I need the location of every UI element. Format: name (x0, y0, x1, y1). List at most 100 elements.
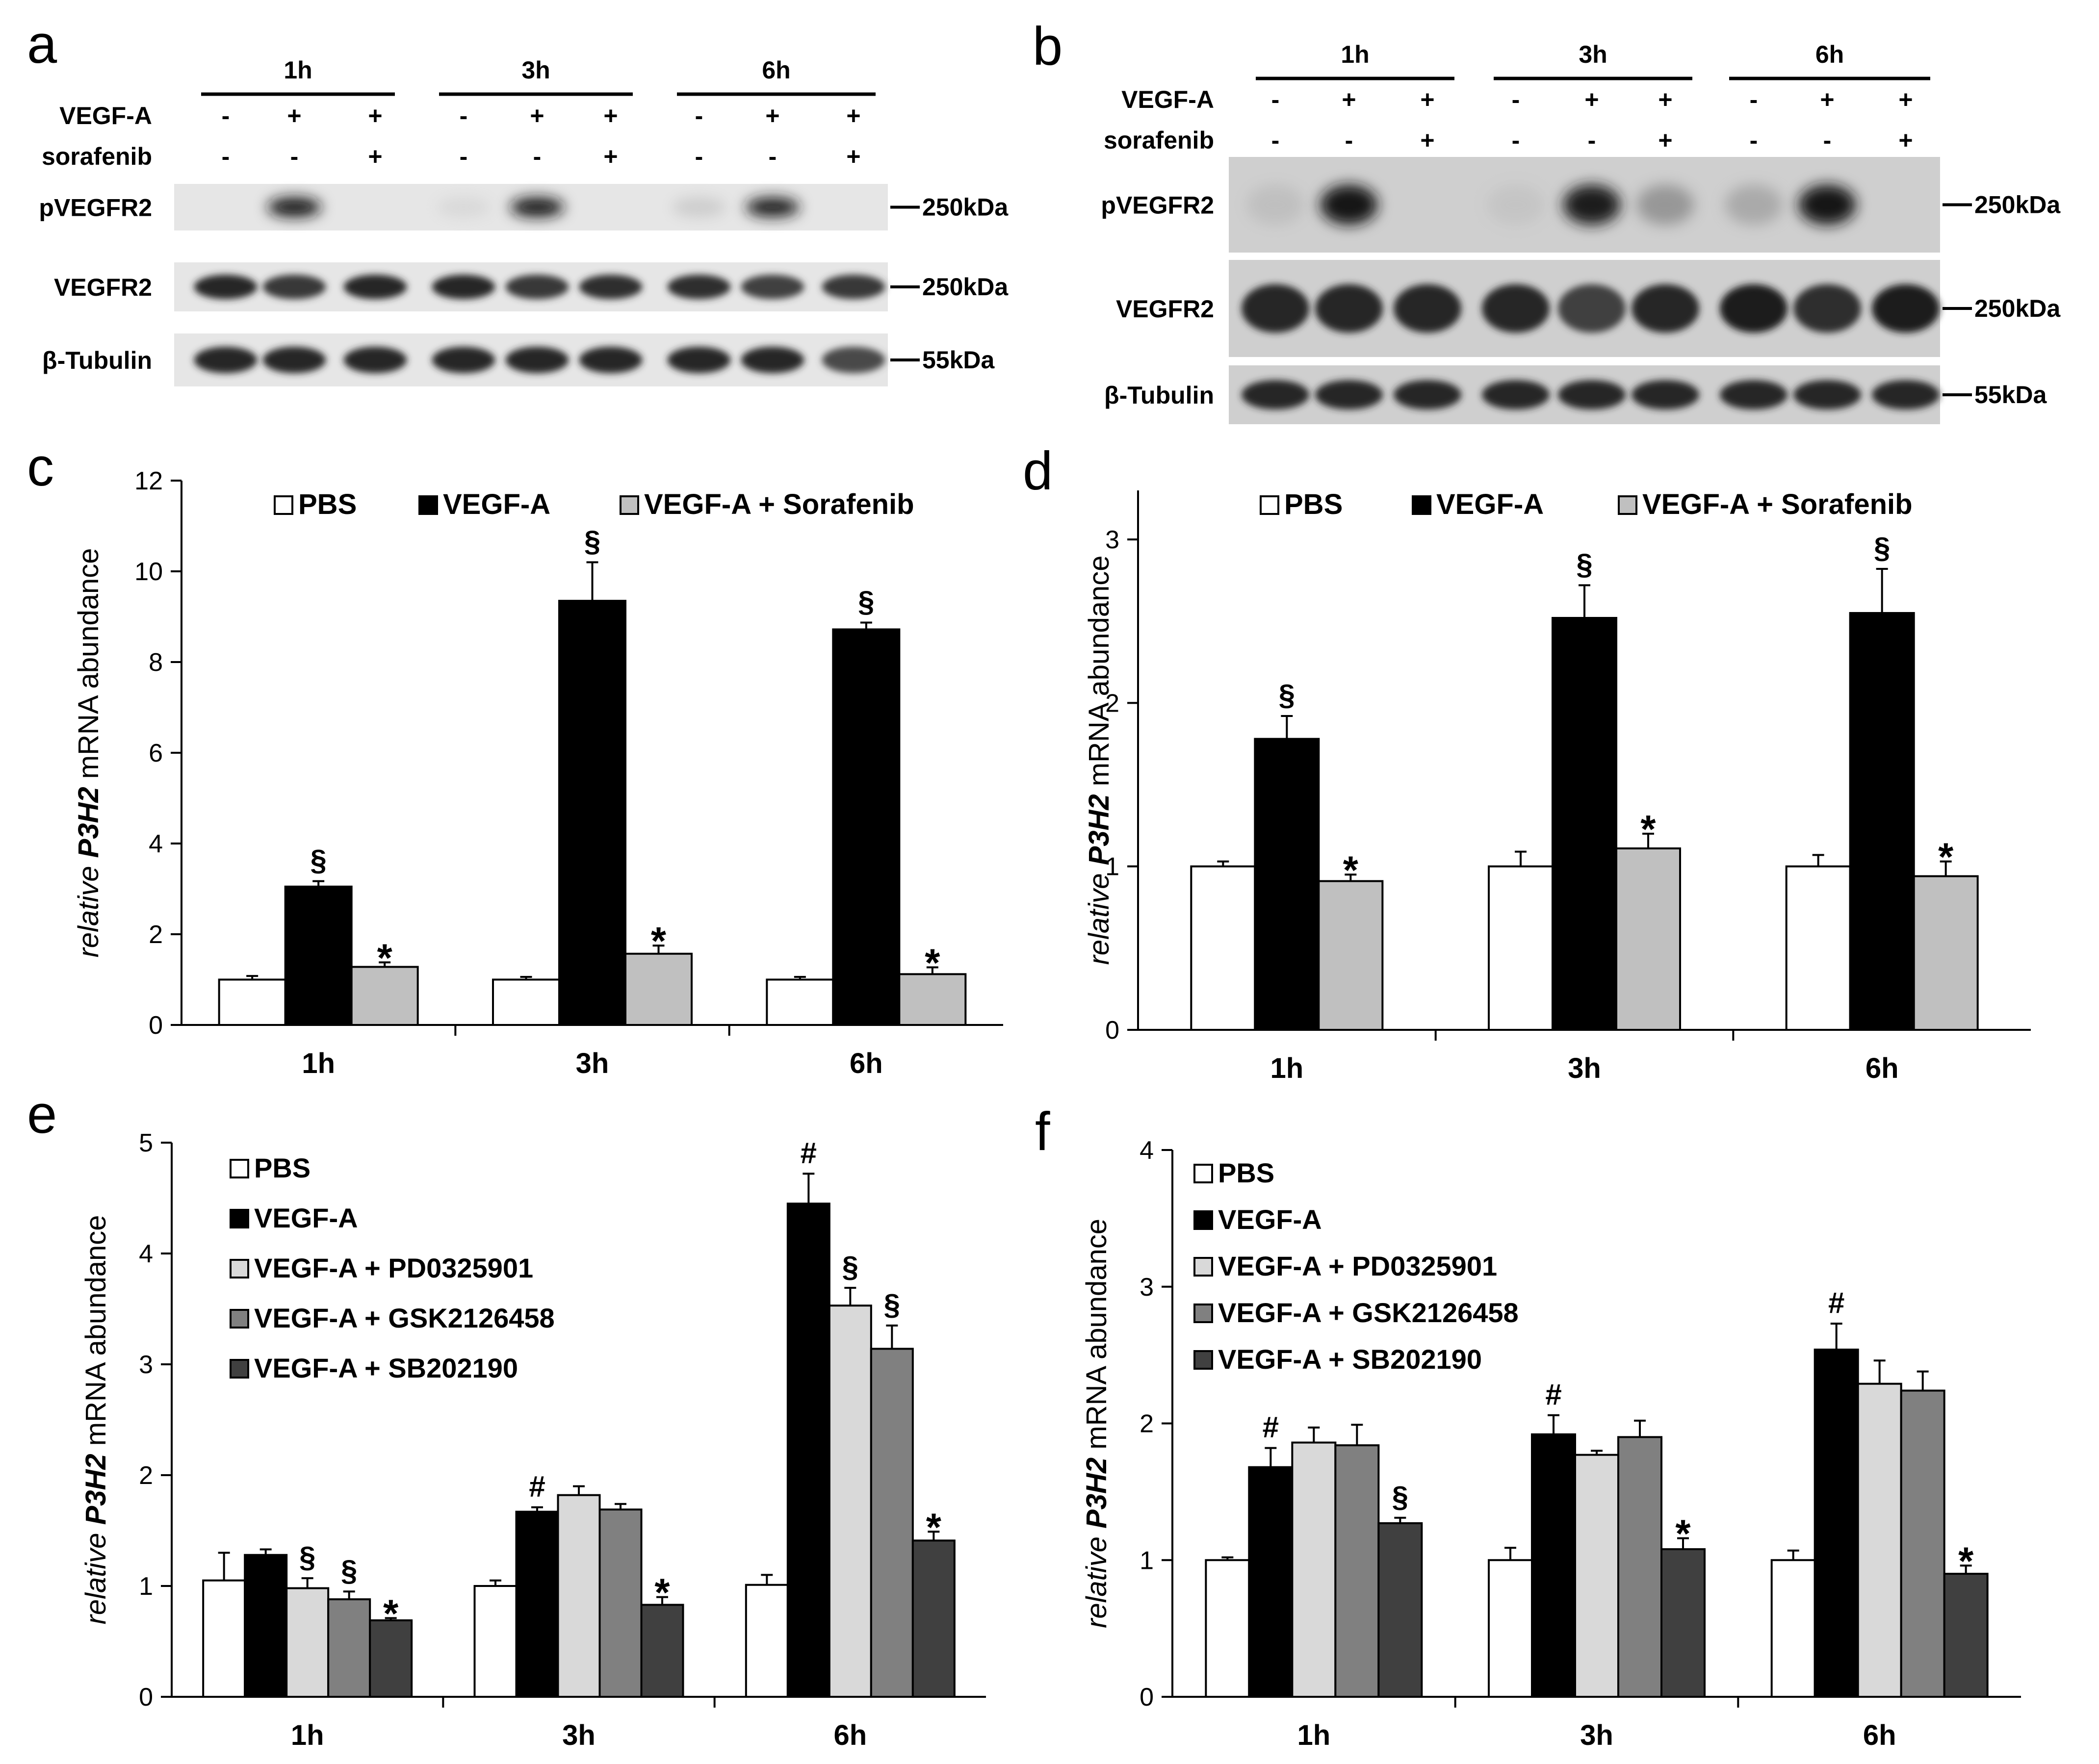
x-category-label: 3h (576, 1048, 609, 1079)
y-axis-label: relative P3H2 mRNA abundance (1081, 1219, 1113, 1628)
y-tick-label: 10 (134, 558, 163, 586)
y-tick-label: 2 (139, 1461, 153, 1490)
treatment-row-label: sorafenib (42, 143, 152, 170)
panel-letter-d: d (1023, 441, 1053, 501)
y-label-gene: P3H2 (73, 787, 104, 858)
legend-swatch (274, 495, 293, 515)
blot-band (510, 197, 564, 217)
y-label-italic: relative (1083, 873, 1115, 965)
blot-band (741, 347, 804, 373)
legend-label: PBS (1284, 488, 1343, 520)
blot-band (579, 275, 643, 299)
bar (284, 885, 353, 1026)
treatment-sign: - (1345, 127, 1353, 154)
y-axis-label: relative P3H2 mRNA abundance (73, 548, 104, 957)
bar (1900, 1389, 1945, 1698)
significance-mark: * (651, 919, 667, 963)
timepoint-label: 1h (1341, 41, 1369, 68)
significance-mark: # (529, 1470, 545, 1503)
bar (1913, 875, 1979, 1031)
significance-mark: # (1828, 1286, 1844, 1319)
y-label-gene: P3H2 (1083, 794, 1115, 865)
legend-swatch (1193, 1257, 1213, 1277)
y-label-rest: mRNA abundance (73, 548, 104, 779)
marker-label: 250kDa (922, 273, 1009, 301)
legend-swatch (620, 495, 639, 515)
legend-label: PBS (298, 488, 357, 520)
treatment-sign: - (769, 143, 777, 170)
marker-label: 55kDa (922, 346, 995, 374)
blot-band (194, 347, 258, 373)
y-label-space (73, 858, 104, 866)
y-label-italic: relative (73, 866, 104, 958)
legend-swatch (230, 1309, 249, 1329)
blot-band (1487, 184, 1545, 225)
bar (911, 1539, 956, 1698)
significance-mark: # (801, 1136, 817, 1169)
legend-label: VEGF-A + GSK2126458 (1218, 1297, 1519, 1328)
bar (202, 1579, 246, 1698)
legend-swatch (418, 495, 438, 515)
bar (1318, 880, 1384, 1031)
significance-mark: * (377, 936, 393, 979)
blot-band (667, 347, 731, 373)
bar (515, 1510, 559, 1698)
y-tick-label: 1 (1140, 1546, 1154, 1575)
legend-label: VEGF-A + Sorafenib (644, 488, 914, 520)
legend-label: PBS (1218, 1157, 1274, 1188)
legend-swatch (1618, 495, 1637, 515)
legend-swatch (230, 1209, 249, 1228)
y-label-space (1083, 786, 1115, 794)
blot-band (579, 347, 643, 373)
treatment-sign: - (222, 143, 230, 170)
y-label-gene: P3H2 (1081, 1457, 1113, 1529)
bar-chart-f: 0 1 2 3 4 relative P3H2 mRNA abundance 1h # § 3h #… (1081, 1136, 2021, 1751)
band-label: β-Tubulin (42, 347, 152, 374)
blot-band (1720, 380, 1788, 409)
significance-mark: * (654, 1571, 670, 1614)
bar (870, 1348, 914, 1698)
blot-band (1320, 184, 1378, 225)
treatment-sign: - (533, 143, 542, 170)
blot-band (741, 275, 804, 299)
significance-mark: * (1343, 848, 1359, 892)
y-tick-label: 3 (139, 1351, 153, 1379)
treatment-sign: + (1584, 86, 1599, 113)
blot-band (1242, 380, 1309, 409)
blot-band (822, 347, 885, 373)
bar-chart-e: 0 1 2 3 4 5 relative P3H2 mRNA abundance 1h § § * 3… (80, 1129, 986, 1751)
bar (473, 1585, 518, 1698)
bar (598, 1508, 643, 1698)
bar (1849, 612, 1915, 1031)
y-label-space (80, 1525, 112, 1533)
significance-mark: * (926, 1505, 942, 1549)
blot-band (1242, 284, 1309, 333)
western-blot-b: 1h 3h 6h VEGF-A - + + - + + - + + sorafenib - - + - - + - - + p… (1101, 41, 2061, 424)
treatment-sign: - (460, 102, 468, 129)
bar (1377, 1522, 1423, 1698)
blot-band (1394, 380, 1461, 409)
y-tick-label: 0 (139, 1683, 153, 1712)
significance-mark: # (1263, 1411, 1279, 1444)
y-label-gene: P3H2 (80, 1454, 112, 1525)
blot-band (1872, 380, 1940, 409)
treatment-sign: + (603, 143, 618, 170)
bar (1552, 617, 1617, 1031)
blot-band (746, 197, 800, 217)
bar (1943, 1573, 1989, 1698)
x-category-label: 1h (302, 1048, 335, 1079)
y-label-space (1083, 865, 1115, 873)
treatment-sign: - (1588, 127, 1596, 154)
legend-swatch (1412, 495, 1431, 515)
band-label: β-Tubulin (1104, 382, 1214, 409)
blot-band (667, 275, 731, 299)
blot-band (262, 275, 326, 299)
marker-label: 55kDa (1974, 381, 2047, 409)
y-tick-label: 5 (139, 1129, 153, 1157)
band-label: VEGFR2 (54, 274, 152, 301)
treatment-sign: + (530, 102, 544, 129)
bar (1531, 1433, 1576, 1698)
treatment-sign: + (287, 102, 301, 129)
x-category-label: 3h (1568, 1052, 1601, 1084)
marker-label: 250kDa (1974, 191, 2061, 219)
